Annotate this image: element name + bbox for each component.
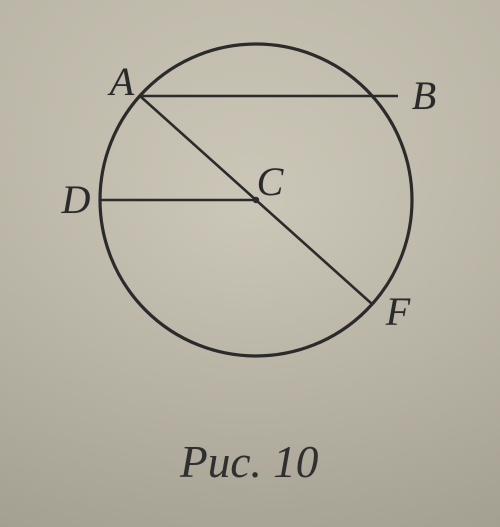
- label-B: B: [412, 76, 436, 116]
- label-C: C: [257, 162, 284, 202]
- label-D: D: [62, 180, 91, 220]
- label-A: A: [110, 62, 134, 102]
- label-F: F: [386, 292, 410, 332]
- geometry-figure: A B C D F Рис. 10: [0, 0, 500, 527]
- figure-caption: Рис. 10: [180, 436, 318, 488]
